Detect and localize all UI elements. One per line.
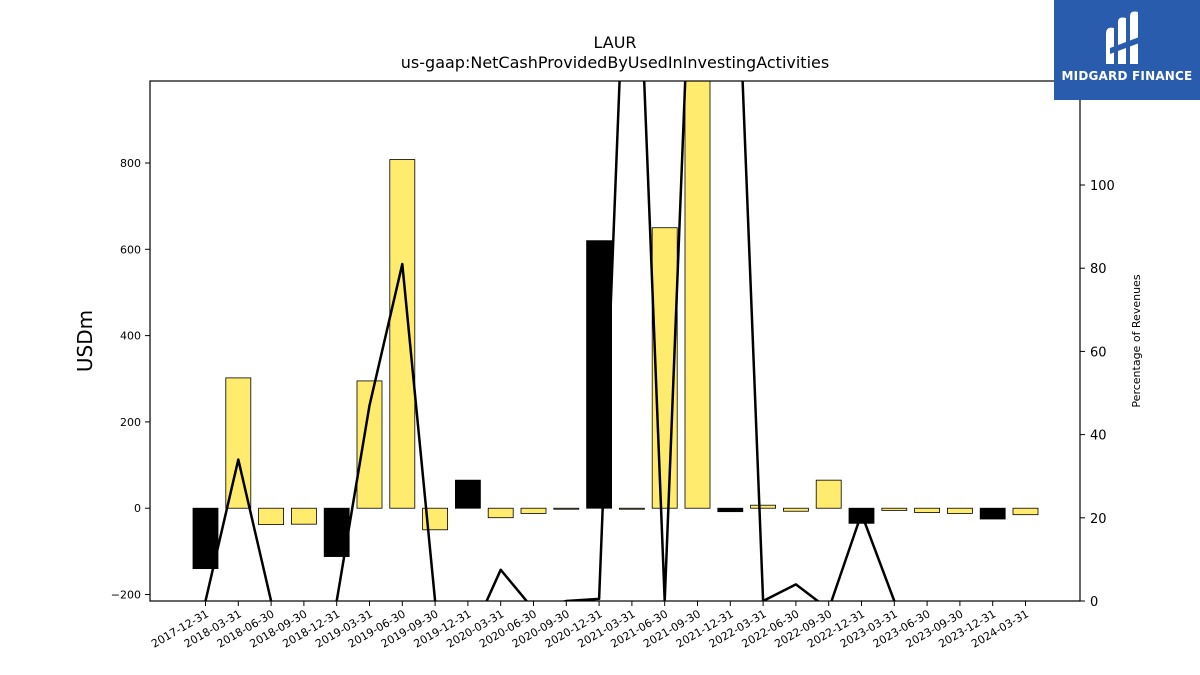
bar-2020-06-30 bbox=[520, 507, 547, 514]
y-tick-label: 800 bbox=[120, 157, 141, 170]
plot-frame bbox=[149, 80, 1081, 602]
y2-tick-label: 100 bbox=[1090, 179, 1115, 194]
bar-2020-09-30 bbox=[553, 507, 580, 510]
bar-2019-12-31 bbox=[454, 479, 481, 509]
y2-tick-label: 40 bbox=[1090, 429, 1107, 444]
bar-2023-06-30 bbox=[914, 507, 940, 513]
y-tick-label: 600 bbox=[120, 243, 141, 256]
bar-2021-03-31 bbox=[619, 507, 645, 510]
bar-2017-12-31 bbox=[192, 507, 219, 570]
y2-tick-label: 80 bbox=[1090, 262, 1107, 277]
bar-2021-12-31 bbox=[717, 507, 744, 513]
bar-2022-09-30 bbox=[815, 479, 842, 509]
brand-logo: MIDGARD FINANCE bbox=[1054, 0, 1200, 100]
bar-2019-06-30 bbox=[389, 159, 416, 509]
line-series bbox=[204, 81, 897, 601]
y2-tick-label: 0 bbox=[1090, 595, 1098, 610]
bar-2018-03-31 bbox=[225, 377, 252, 509]
bar-series bbox=[192, 81, 1039, 570]
bar-2018-06-30 bbox=[258, 507, 285, 526]
bar-2018-09-30 bbox=[290, 507, 317, 525]
bar-2023-09-30 bbox=[947, 507, 973, 514]
chart-subtitle: us-gaap:NetCashProvidedByUsedInInvesting… bbox=[401, 53, 829, 72]
midgard-logo-icon bbox=[1106, 11, 1142, 65]
y-tick-label: 0 bbox=[134, 502, 141, 515]
bar-2023-12-31 bbox=[979, 507, 1006, 520]
x-axis-ticks: 2017-12-312018-03-312018-06-302018-09-30… bbox=[149, 601, 1031, 651]
y2-axis-label: Percentage of Revenues bbox=[1130, 274, 1143, 407]
bar-2023-03-31 bbox=[881, 507, 908, 511]
bar-2022-06-30 bbox=[783, 507, 809, 512]
y-tick-label: 200 bbox=[120, 416, 141, 429]
bar-2021-09-30 bbox=[684, 81, 711, 509]
logo-text: MIDGARD FINANCE bbox=[1061, 69, 1193, 83]
bar-2024-03-31 bbox=[1012, 507, 1039, 516]
bar-2020-03-31 bbox=[487, 507, 514, 519]
y-axis-label: USDm bbox=[73, 310, 97, 372]
y-tick-label: 400 bbox=[120, 330, 141, 343]
y2-tick-label: 60 bbox=[1090, 345, 1107, 360]
y-tick-label: −200 bbox=[111, 589, 141, 602]
y2-axis-ticks: 0 20 40 60 80 100 bbox=[1080, 179, 1115, 610]
chart-title: LAUR bbox=[593, 33, 636, 52]
bar-2022-03-31 bbox=[750, 504, 776, 509]
y-axis-ticks: −200 0 200 400 600 800 bbox=[111, 157, 150, 602]
revenue-pct-line bbox=[204, 81, 897, 601]
y2-tick-label: 20 bbox=[1090, 512, 1107, 527]
